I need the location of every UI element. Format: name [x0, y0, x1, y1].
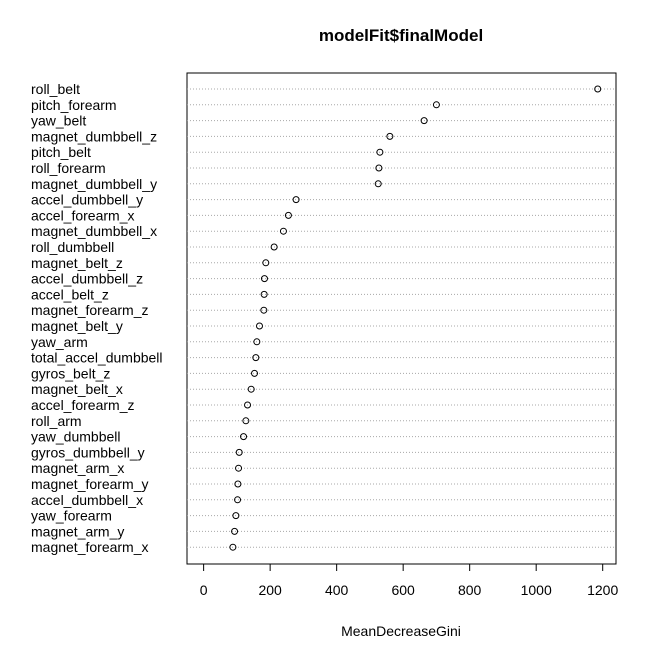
variable-label: yaw_forearm [31, 508, 112, 524]
variable-label: accel_dumbbell_y [31, 192, 143, 208]
data-points [229, 85, 602, 551]
plot-frame [186, 72, 617, 565]
variable-label: magnet_belt_y [31, 318, 123, 334]
x-axis-label: MeanDecreaseGini [341, 623, 461, 639]
data-point [262, 259, 270, 267]
variable-label: roll_arm [31, 413, 82, 429]
x-tick-label: 800 [458, 582, 482, 598]
variable-label: yaw_arm [31, 334, 88, 350]
variable-label: magnet_forearm_y [31, 476, 149, 492]
chart-title: modelFit$finalModel [319, 26, 483, 45]
data-point [232, 512, 240, 520]
variable-label: magnet_belt_x [31, 381, 123, 397]
data-point [284, 211, 292, 219]
variable-labels: roll_beltpitch_forearmyaw_beltmagnet_dum… [31, 81, 163, 555]
data-point [260, 306, 268, 314]
x-tick-label: 400 [325, 582, 349, 598]
data-point [292, 196, 300, 204]
variable-label: accel_forearm_x [31, 207, 135, 223]
data-point [375, 164, 383, 172]
variable-label: magnet_dumbbell_z [31, 128, 157, 144]
variable-label: accel_dumbbell_x [31, 492, 143, 508]
data-point [420, 117, 428, 125]
data-point [240, 433, 248, 441]
data-point [235, 464, 243, 472]
data-point [244, 401, 252, 409]
variable-label: magnet_arm_y [31, 523, 124, 539]
variable-label: pitch_forearm [31, 97, 117, 113]
variable-label: roll_dumbbell [31, 239, 114, 255]
x-tick-label: 600 [391, 582, 415, 598]
variable-label: magnet_dumbbell_y [31, 176, 157, 192]
data-point [247, 385, 255, 393]
data-point [252, 354, 260, 362]
data-point [260, 275, 268, 283]
variable-label: magnet_arm_x [31, 460, 124, 476]
data-point [432, 101, 440, 109]
grid-lines [187, 88, 616, 548]
data-point [234, 496, 242, 504]
variable-label: magnet_forearm_z [31, 302, 149, 318]
data-point [235, 448, 243, 456]
data-point [242, 417, 250, 425]
data-point [231, 527, 239, 535]
variable-label: magnet_belt_z [31, 255, 123, 271]
variable-label: magnet_forearm_x [31, 539, 149, 555]
x-tick-label: 1200 [587, 582, 618, 598]
data-point [234, 480, 242, 488]
data-point [255, 322, 263, 330]
variable-label: yaw_dumbbell [31, 429, 121, 445]
variable-label: accel_forearm_z [31, 397, 135, 413]
data-point [270, 243, 278, 251]
data-point [376, 148, 384, 156]
variable-label: gyros_belt_z [31, 365, 110, 381]
data-point [253, 338, 261, 346]
x-tick-label: 1000 [521, 582, 552, 598]
variable-label: yaw_belt [31, 113, 86, 129]
x-axis: 0 200 400 600 800 1000 1200 [200, 563, 618, 598]
variable-label: roll_forearm [31, 160, 106, 176]
variable-label: roll_belt [31, 81, 80, 97]
data-point [229, 543, 237, 551]
x-tick-label: 0 [200, 582, 208, 598]
variable-label: gyros_dumbbell_y [31, 444, 145, 460]
variable-label: magnet_dumbbell_x [31, 223, 157, 239]
x-tick-label: 200 [258, 582, 282, 598]
data-point [374, 180, 382, 188]
data-point [594, 85, 602, 93]
data-point [279, 227, 287, 235]
variable-label: pitch_belt [31, 144, 91, 160]
data-point [260, 290, 268, 298]
variable-label: accel_dumbbell_z [31, 271, 143, 287]
variable-label: accel_belt_z [31, 286, 109, 302]
variable-label: total_accel_dumbbell [31, 350, 163, 366]
data-point [251, 369, 259, 377]
data-point [386, 132, 394, 140]
